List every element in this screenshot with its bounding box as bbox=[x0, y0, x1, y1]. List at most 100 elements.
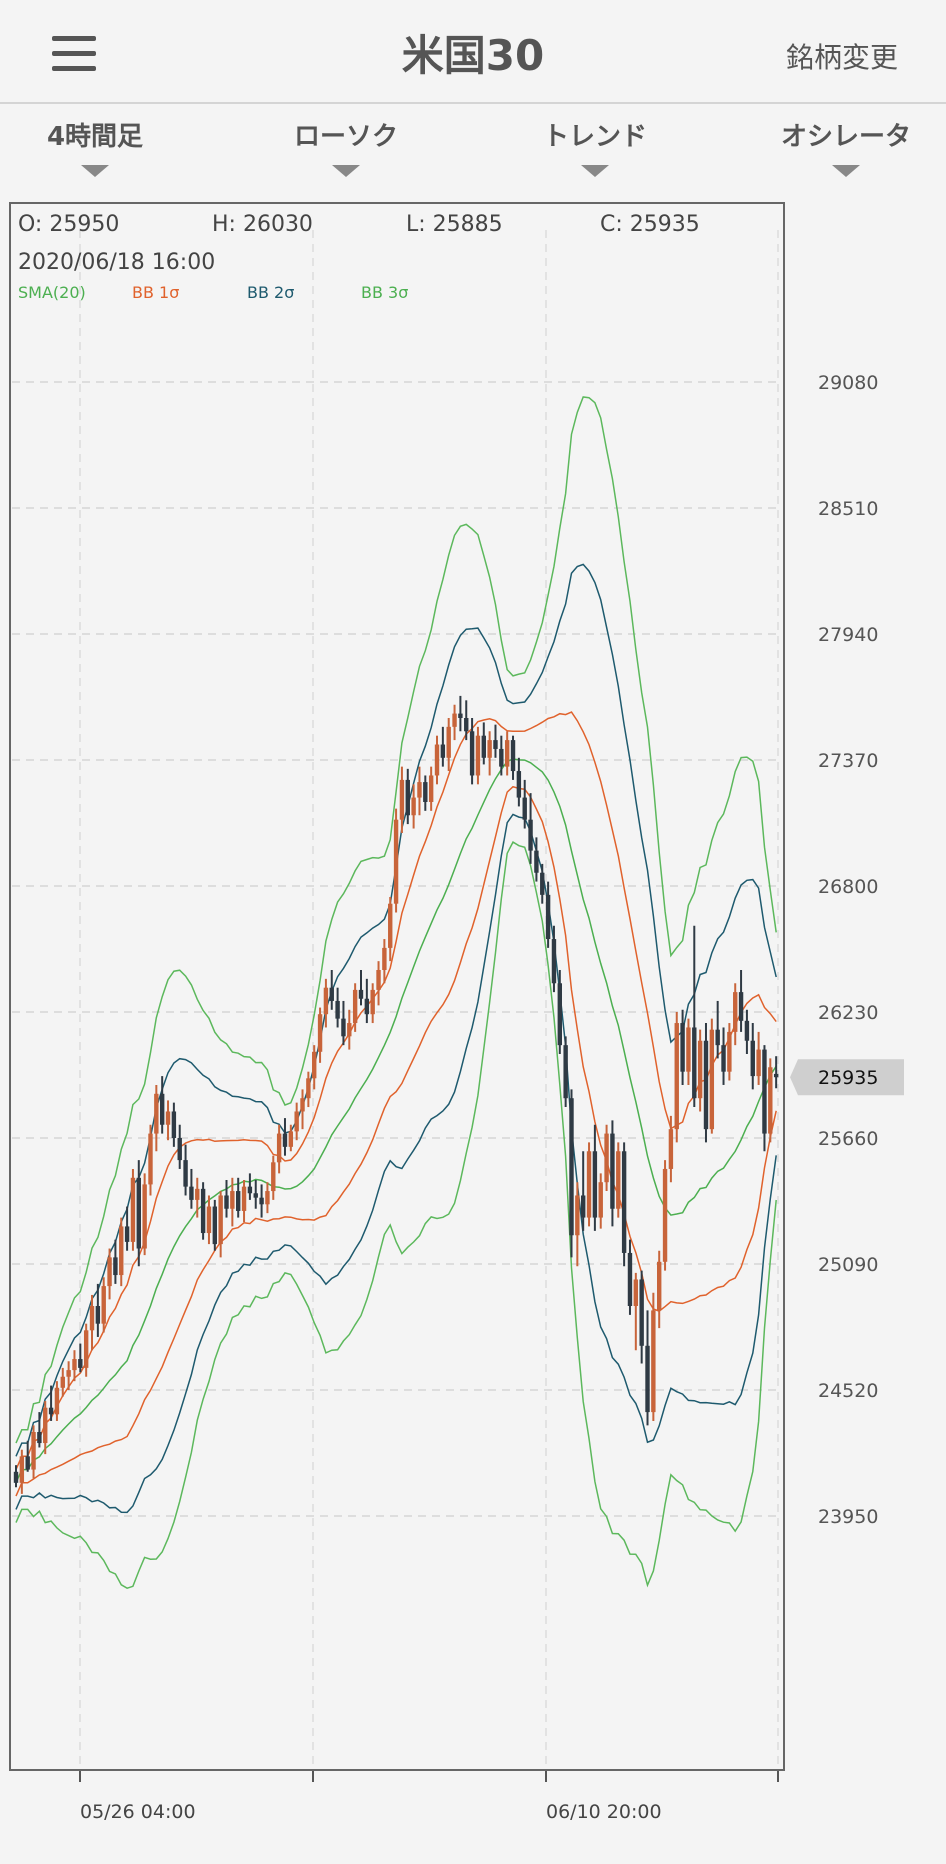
candle-body bbox=[697, 1040, 703, 1099]
candle-body bbox=[604, 1133, 609, 1183]
candle-body bbox=[580, 1195, 586, 1218]
x-tick-label: 06/10 20:00 bbox=[546, 1801, 662, 1823]
candle-body bbox=[434, 744, 440, 776]
page-title: 米国30 bbox=[401, 31, 545, 80]
trend-dropdown[interactable]: トレンド bbox=[495, 116, 695, 177]
candle-body bbox=[218, 1195, 223, 1245]
candle-body bbox=[428, 775, 434, 802]
candle-body bbox=[475, 735, 481, 776]
candle-body bbox=[621, 1151, 627, 1253]
candle-body bbox=[113, 1257, 118, 1276]
hamburger-icon[interactable] bbox=[52, 34, 100, 74]
y-tick-label: 29080 bbox=[818, 372, 878, 394]
candle-body bbox=[563, 1045, 568, 1099]
candle-body bbox=[358, 989, 364, 999]
chevron-down-icon bbox=[581, 165, 609, 177]
timeframe-dropdown[interactable]: 4時間足 bbox=[0, 116, 195, 177]
candle-body bbox=[200, 1188, 206, 1234]
candle-body bbox=[405, 779, 410, 816]
chart-type-dropdown[interactable]: ローソク bbox=[246, 116, 446, 177]
y-tick-label: 26800 bbox=[818, 876, 878, 898]
candle-body bbox=[510, 740, 516, 772]
candle-body bbox=[686, 1027, 691, 1072]
candle-body bbox=[417, 782, 422, 798]
timeframe-label: 4時間足 bbox=[46, 122, 144, 152]
candle-body bbox=[522, 797, 527, 820]
candle-body bbox=[142, 1184, 147, 1249]
candle-body bbox=[247, 1186, 253, 1194]
candle-body bbox=[317, 1014, 323, 1052]
candle-body bbox=[177, 1138, 182, 1161]
candle-body bbox=[709, 1029, 715, 1130]
candle-body bbox=[288, 1131, 294, 1147]
chart-grid bbox=[12, 230, 780, 1770]
candle-body bbox=[411, 797, 416, 816]
ohlc-open: O: 25950 bbox=[18, 212, 120, 237]
candle-body bbox=[253, 1193, 258, 1198]
candle-body bbox=[657, 1261, 662, 1311]
legend-bb2: BB 2σ bbox=[247, 283, 295, 302]
bb1-lower-line bbox=[15, 785, 777, 1497]
candle-body bbox=[347, 1023, 352, 1037]
candle-body bbox=[393, 819, 399, 904]
candle-body bbox=[651, 1310, 656, 1413]
candle-body bbox=[440, 744, 446, 758]
change-symbol-button[interactable]: 銘柄変更 bbox=[785, 41, 898, 74]
candle-body bbox=[569, 1098, 574, 1236]
bb2-lower-line bbox=[15, 813, 777, 1514]
candle-body bbox=[516, 771, 522, 798]
candle-body bbox=[335, 1000, 340, 1019]
legend-bb1: BB 1σ bbox=[132, 283, 180, 302]
chevron-down-icon bbox=[332, 165, 360, 177]
candle-body bbox=[235, 1191, 241, 1211]
bb3-lower-line bbox=[15, 841, 777, 1590]
candle-body bbox=[241, 1186, 247, 1211]
ohlc-high: H: 26030 bbox=[212, 212, 313, 237]
candle-body bbox=[171, 1111, 177, 1138]
candle-body bbox=[206, 1206, 212, 1234]
candle-body bbox=[744, 1020, 750, 1041]
oscillator-dropdown[interactable]: オシレータ bbox=[746, 116, 946, 177]
candle-body bbox=[352, 989, 358, 1024]
candle-body bbox=[639, 1279, 644, 1346]
legend-sma: SMA(20) bbox=[18, 283, 86, 302]
candle-body bbox=[662, 1168, 668, 1262]
candle-body bbox=[575, 1195, 580, 1236]
y-tick-label: 28510 bbox=[818, 498, 878, 520]
x-axis: 05/26 04:00 06/10 20:00 bbox=[79, 1770, 779, 1823]
candle-body bbox=[37, 1432, 42, 1444]
candle-body bbox=[282, 1133, 288, 1147]
candle-body bbox=[540, 872, 545, 895]
candle-body bbox=[148, 1133, 153, 1185]
candle-body bbox=[610, 1133, 615, 1209]
candle-body bbox=[95, 1306, 101, 1324]
candle-body bbox=[627, 1252, 633, 1306]
candle-body bbox=[721, 1045, 726, 1072]
candle-body bbox=[265, 1191, 270, 1205]
sma-line bbox=[15, 758, 777, 1484]
candle-body bbox=[768, 1067, 773, 1134]
candle-body bbox=[294, 1111, 299, 1132]
price-chart[interactable]: 29080 28510 27940 27370 26800 26230 25660 25090… bbox=[0, 190, 946, 1864]
candle-body bbox=[674, 1023, 679, 1130]
candle-body bbox=[83, 1330, 89, 1368]
candle-body bbox=[89, 1306, 95, 1331]
candle-body bbox=[592, 1151, 598, 1218]
candle-body bbox=[376, 970, 381, 990]
candle-body bbox=[370, 989, 375, 1015]
candle-body bbox=[136, 1177, 141, 1249]
candle-body bbox=[31, 1432, 36, 1470]
chart-frame bbox=[9, 202, 785, 1771]
candle-body bbox=[276, 1133, 282, 1163]
candle-body bbox=[154, 1093, 159, 1134]
candle-body bbox=[107, 1257, 112, 1287]
candle-body bbox=[504, 740, 510, 767]
y-axis: 29080 28510 27940 27370 26800 26230 25660 25090… bbox=[790, 372, 904, 1528]
candle-body bbox=[487, 740, 492, 758]
trend-label: トレンド bbox=[542, 122, 647, 152]
candle-body bbox=[715, 1029, 720, 1046]
candle-body bbox=[165, 1111, 171, 1125]
candle-body bbox=[306, 1078, 311, 1099]
current-price-badge bbox=[790, 1059, 904, 1096]
candle-body bbox=[458, 713, 463, 718]
